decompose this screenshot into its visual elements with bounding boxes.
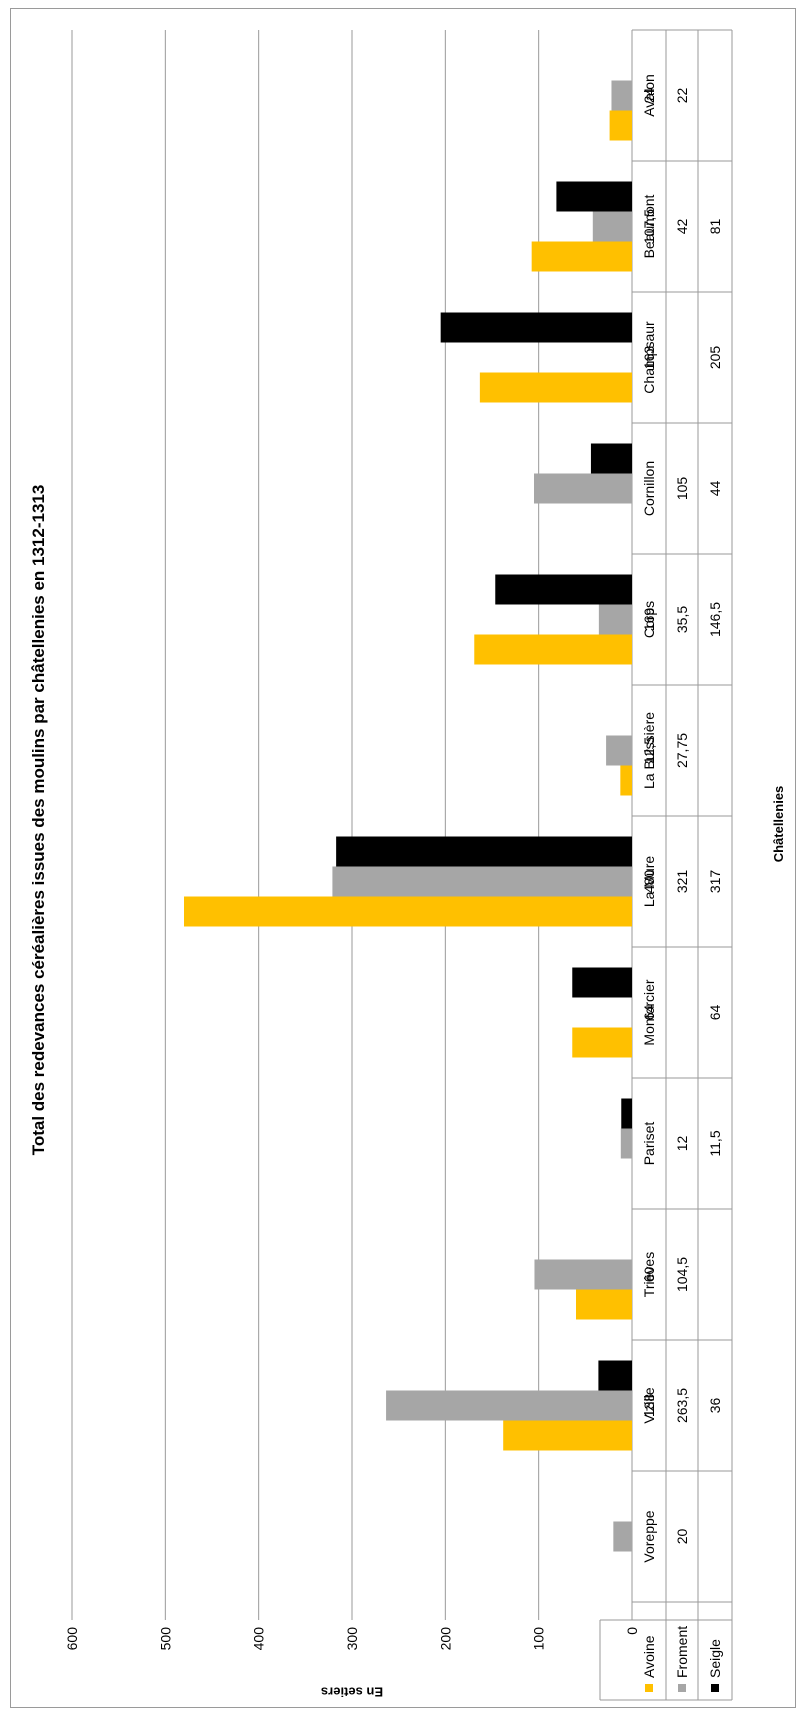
data-label-froment-pariset: 12 xyxy=(674,1136,690,1152)
bar-avoine-champsaur xyxy=(479,372,632,403)
category-label-champsaur: Champsaur xyxy=(641,321,657,394)
data-label-avoine-la-buissiere: 12,5 xyxy=(641,737,657,764)
category-label-vizille: Vizille xyxy=(641,1387,657,1424)
data-label-seigle-montorcier: 64 xyxy=(707,1005,723,1021)
bar-froment-corps xyxy=(598,604,632,635)
legend-key-froment xyxy=(678,1684,686,1692)
data-label-seigle-champsaur: 205 xyxy=(707,346,723,370)
y-tick-label-100: 100 xyxy=(531,1627,547,1651)
data-label-avoine-corps: 169 xyxy=(641,608,657,632)
bar-seigle-montorcier xyxy=(572,967,632,998)
bar-froment-vizille xyxy=(386,1390,632,1421)
data-label-seigle-pariset: 11,5 xyxy=(707,1130,723,1156)
bar-seigle-la-mure xyxy=(336,836,632,867)
chart-title: Total des redevances céréalières issues … xyxy=(29,485,48,1156)
bar-froment-trieves xyxy=(534,1259,632,1290)
category-label-la-mure: La Mure xyxy=(641,856,657,908)
data-label-froment-la-buissiere: 27,75 xyxy=(674,733,690,768)
data-label-avoine-avalon: 24 xyxy=(641,88,657,104)
legend-key-avoine xyxy=(645,1684,653,1692)
y-tick-label-500: 500 xyxy=(157,1627,173,1651)
data-label-seigle-beaumont: 81 xyxy=(707,219,723,235)
data-label-avoine-champsaur: 163 xyxy=(641,346,657,370)
bar-avoine-beaumont xyxy=(531,241,632,272)
bar-avoine-vizille xyxy=(503,1420,632,1451)
bar-froment-pariset xyxy=(620,1128,632,1159)
bar-avoine-la-mure xyxy=(184,896,632,927)
y-axis-title: En setiers xyxy=(321,1685,383,1700)
y-tick-label-300: 300 xyxy=(344,1627,360,1651)
bar-avoine-avalon xyxy=(609,110,632,141)
data-label-froment-corps: 35,5 xyxy=(674,606,690,633)
y-tick-label-200: 200 xyxy=(437,1627,453,1651)
bar-froment-la-buissiere xyxy=(606,735,632,766)
data-label-froment-beaumont: 42 xyxy=(674,219,690,235)
y-tick-label-0: 0 xyxy=(624,1627,640,1635)
category-label-voreppe: Voreppe xyxy=(641,1510,657,1562)
bar-avoine-trieves xyxy=(576,1289,632,1320)
data-label-avoine-la-mure: 480 xyxy=(641,870,657,894)
bar-seigle-champsaur xyxy=(440,312,632,343)
legend-label-avoine: Avoine xyxy=(641,1635,657,1678)
data-label-seigle-la-mure: 317 xyxy=(707,870,723,894)
data-label-seigle-cornillon: 44 xyxy=(707,481,723,497)
data-label-avoine-vizille: 138 xyxy=(641,1394,657,1418)
category-label-avalon: Avalon xyxy=(641,74,657,117)
category-label-montorcier: Montorcier xyxy=(641,979,657,1045)
category-label-pariset: Pariset xyxy=(641,1122,657,1166)
bar-avoine-montorcier xyxy=(572,1027,632,1058)
data-label-avoine-beaumont: 107,5 xyxy=(641,209,657,244)
data-label-seigle-vizille: 36 xyxy=(707,1398,723,1414)
x-axis-title: Châtellenies xyxy=(771,786,786,863)
bar-froment-beaumont xyxy=(592,211,632,242)
bar-avoine-la-buissiere xyxy=(620,765,632,796)
data-label-seigle-corps: 146,5 xyxy=(707,602,723,637)
data-label-avoine-trieves: 60 xyxy=(641,1267,657,1283)
bar-froment-la-mure xyxy=(332,866,632,897)
bar-seigle-cornillon xyxy=(590,443,632,474)
bar-avoine-corps xyxy=(474,634,632,665)
category-label-cornillon: Cornillon xyxy=(641,461,657,516)
bar-seigle-vizille xyxy=(598,1360,632,1391)
bar-seigle-pariset xyxy=(621,1098,632,1129)
bar-seigle-beaumont xyxy=(556,181,632,212)
legend-label-seigle: Seigle xyxy=(707,1639,723,1678)
y-tick-label-600: 600 xyxy=(64,1627,80,1651)
data-label-froment-voreppe: 20 xyxy=(674,1529,690,1545)
category-label-la-buissiere: La Buissière xyxy=(641,712,657,789)
bar-froment-avalon xyxy=(611,80,632,111)
data-label-froment-vizille: 263,5 xyxy=(674,1388,690,1423)
legend-label-froment: Froment xyxy=(674,1626,690,1678)
data-label-froment-avalon: 22 xyxy=(674,88,690,104)
y-tick-label-400: 400 xyxy=(251,1627,267,1651)
category-label-corps: Corps xyxy=(641,601,657,638)
legend-key-seigle xyxy=(711,1684,719,1692)
data-label-froment-cornillon: 105 xyxy=(674,477,690,501)
bar-froment-voreppe xyxy=(613,1521,632,1552)
bar-seigle-corps xyxy=(495,574,632,605)
data-label-froment-trieves: 104,5 xyxy=(674,1257,690,1292)
bar-froment-cornillon xyxy=(534,473,632,504)
data-label-avoine-montorcier: 64 xyxy=(641,1005,657,1021)
data-label-froment-la-mure: 321 xyxy=(674,870,690,894)
category-label-trieves: Trièves xyxy=(641,1252,657,1297)
category-label-beaumont: Beaumont xyxy=(641,194,657,258)
